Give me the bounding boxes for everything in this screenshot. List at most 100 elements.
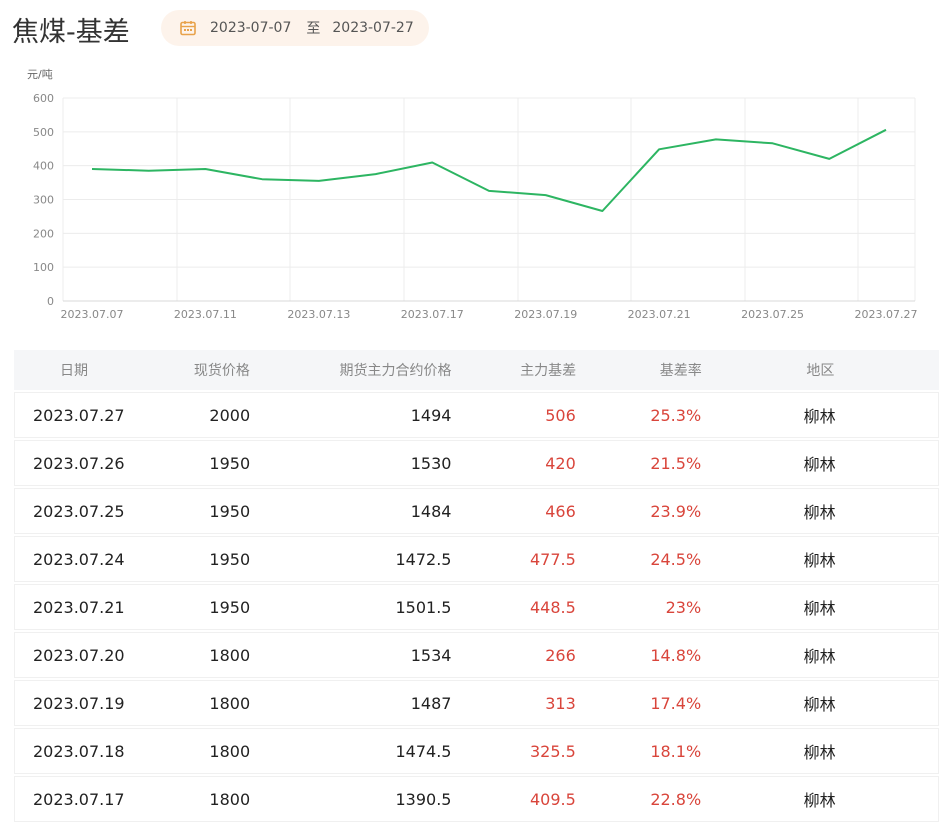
- cell-basis: 466: [545, 501, 576, 521]
- cell-futures-price: 1390.5: [395, 789, 452, 809]
- cell-spot-price: 2000: [209, 405, 251, 425]
- cell-region: 柳林: [803, 455, 836, 474]
- cell-date: 2023.07.24: [33, 549, 125, 569]
- y-tick-label: 400: [33, 160, 54, 173]
- cell-spot-price: 1950: [209, 453, 251, 473]
- calendar-icon: [179, 19, 197, 37]
- cell-futures-price: 1501.5: [395, 597, 452, 617]
- cell-region: 柳林: [803, 695, 836, 714]
- y-tick-label: 500: [33, 126, 54, 139]
- header-spot-price: 现货价格: [193, 363, 250, 379]
- cell-spot-price: 1950: [209, 549, 251, 569]
- basis-table: 日期 现货价格 期货主力合约价格 主力基差 基差率 地区 2023.07.27 2…: [14, 350, 939, 822]
- cell-date: 2023.07.21: [33, 597, 125, 617]
- cell-basis-rate: 14.8%: [650, 645, 702, 665]
- y-tick-label: 100: [33, 261, 54, 274]
- cell-region: 柳林: [803, 791, 836, 810]
- table-row: 2023.07.20 1800 1534 266 14.8% 柳林: [14, 632, 939, 678]
- data-point: [657, 147, 661, 151]
- data-point: [544, 193, 548, 197]
- cell-region: 柳林: [803, 647, 836, 666]
- cell-region: 柳林: [803, 503, 836, 522]
- start-date-input[interactable]: 2023-07-07: [210, 20, 292, 36]
- cell-futures-price: 1472.5: [395, 549, 452, 569]
- date-range-separator: 至: [306, 21, 321, 37]
- table-row: 2023.07.25 1950 1484 466 23.9% 柳林: [14, 488, 939, 534]
- x-tick-label: 2023.07.27: [855, 308, 918, 321]
- table-row: 2023.07.26 1950 1530 420 21.5% 柳林: [14, 440, 939, 486]
- cell-basis-rate: 22.8%: [650, 789, 702, 809]
- table-row: 2023.07.17 1800 1390.5 409.5 22.8% 柳林: [14, 776, 939, 822]
- cell-spot-price: 1800: [209, 741, 251, 761]
- x-tick-label: 2023.07.19: [514, 308, 577, 321]
- header-futures-price: 期货主力合约价格: [339, 363, 452, 379]
- x-tick-label: 2023.07.07: [61, 308, 124, 321]
- cell-basis-rate: 17.4%: [650, 693, 702, 713]
- cell-region: 柳林: [803, 599, 836, 618]
- cell-spot-price: 1950: [209, 597, 251, 617]
- cell-basis: 409.5: [529, 789, 576, 809]
- cell-basis: 477.5: [529, 549, 576, 569]
- table-header: 日期 现货价格 期货主力合约价格 主力基差 基差率 地区: [14, 350, 939, 390]
- header-basis: 主力基差: [520, 363, 577, 379]
- cell-basis: 506: [545, 405, 576, 425]
- cell-basis-rate: 23%: [665, 597, 702, 617]
- table-row: 2023.07.21 1950 1501.5 448.5 23% 柳林: [14, 584, 939, 630]
- x-tick-label: 2023.07.21: [628, 308, 691, 321]
- basis-line-chart: 元/吨 0 100 200 300 400 500 600 2023.07.07 2023.07.…: [27, 68, 918, 321]
- y-tick-label: 0: [47, 295, 54, 308]
- data-point: [147, 169, 151, 173]
- x-tick-label: 2023.07.25: [741, 308, 804, 321]
- cell-basis: 448.5: [529, 597, 576, 617]
- cell-basis: 266: [545, 645, 576, 665]
- cell-spot-price: 1800: [209, 789, 251, 809]
- y-tick-label: 300: [33, 194, 54, 207]
- cell-basis-rate: 21.5%: [650, 453, 702, 473]
- cell-futures-price: 1494: [410, 405, 452, 425]
- cell-region: 柳林: [803, 743, 836, 762]
- x-tick-label: 2023.07.17: [401, 308, 464, 321]
- cell-date: 2023.07.25: [33, 501, 125, 521]
- date-range-picker[interactable]: 2023-07-07 至 2023-07-27: [161, 10, 429, 46]
- cell-date: 2023.07.17: [33, 789, 125, 809]
- page-title: 焦煤-基差: [12, 17, 130, 48]
- data-point: [714, 137, 718, 141]
- cell-date: 2023.07.20: [33, 645, 125, 665]
- cell-date: 2023.07.27: [33, 405, 125, 425]
- cell-spot-price: 1800: [209, 645, 251, 665]
- end-date-input[interactable]: 2023-07-27: [332, 20, 414, 36]
- cell-region: 柳林: [803, 551, 836, 570]
- cell-basis: 325.5: [529, 741, 576, 761]
- cell-futures-price: 1474.5: [395, 741, 452, 761]
- cell-basis-rate: 25.3%: [650, 405, 702, 425]
- cell-futures-price: 1484: [410, 501, 452, 521]
- header-date: 日期: [60, 363, 88, 379]
- table-row: 2023.07.27 2000 1494 506 25.3% 柳林: [14, 392, 939, 438]
- cell-spot-price: 1800: [209, 693, 251, 713]
- cell-date: 2023.07.19: [33, 693, 125, 713]
- table-row: 2023.07.18 1800 1474.5 325.5 18.1% 柳林: [14, 728, 939, 774]
- cell-futures-price: 1530: [410, 453, 452, 473]
- cell-date: 2023.07.26: [33, 453, 125, 473]
- header-region: 地区: [806, 363, 835, 379]
- data-point: [90, 167, 94, 171]
- cell-basis: 420: [545, 453, 576, 473]
- header-basis-rate: 基差率: [659, 363, 702, 379]
- cell-basis: 313: [545, 693, 576, 713]
- x-tick-label: 2023.07.11: [174, 308, 237, 321]
- series-line: [91, 128, 887, 212]
- data-point: [203, 167, 207, 171]
- table-body: 2023.07.27 2000 1494 506 25.3% 柳林 2023.07.26 19…: [14, 392, 939, 822]
- cell-basis-rate: 23.9%: [650, 501, 702, 521]
- data-point: [487, 189, 491, 193]
- data-point: [600, 209, 604, 213]
- data-point: [430, 160, 434, 164]
- table-row: 2023.07.24 1950 1472.5 477.5 24.5% 柳林: [14, 536, 939, 582]
- data-point: [317, 179, 321, 183]
- y-tick-label: 600: [33, 92, 54, 105]
- data-point: [260, 177, 264, 181]
- cell-basis-rate: 18.1%: [650, 741, 702, 761]
- y-axis-unit-label: 元/吨: [27, 68, 53, 81]
- data-point: [771, 141, 775, 145]
- data-point: [374, 172, 378, 176]
